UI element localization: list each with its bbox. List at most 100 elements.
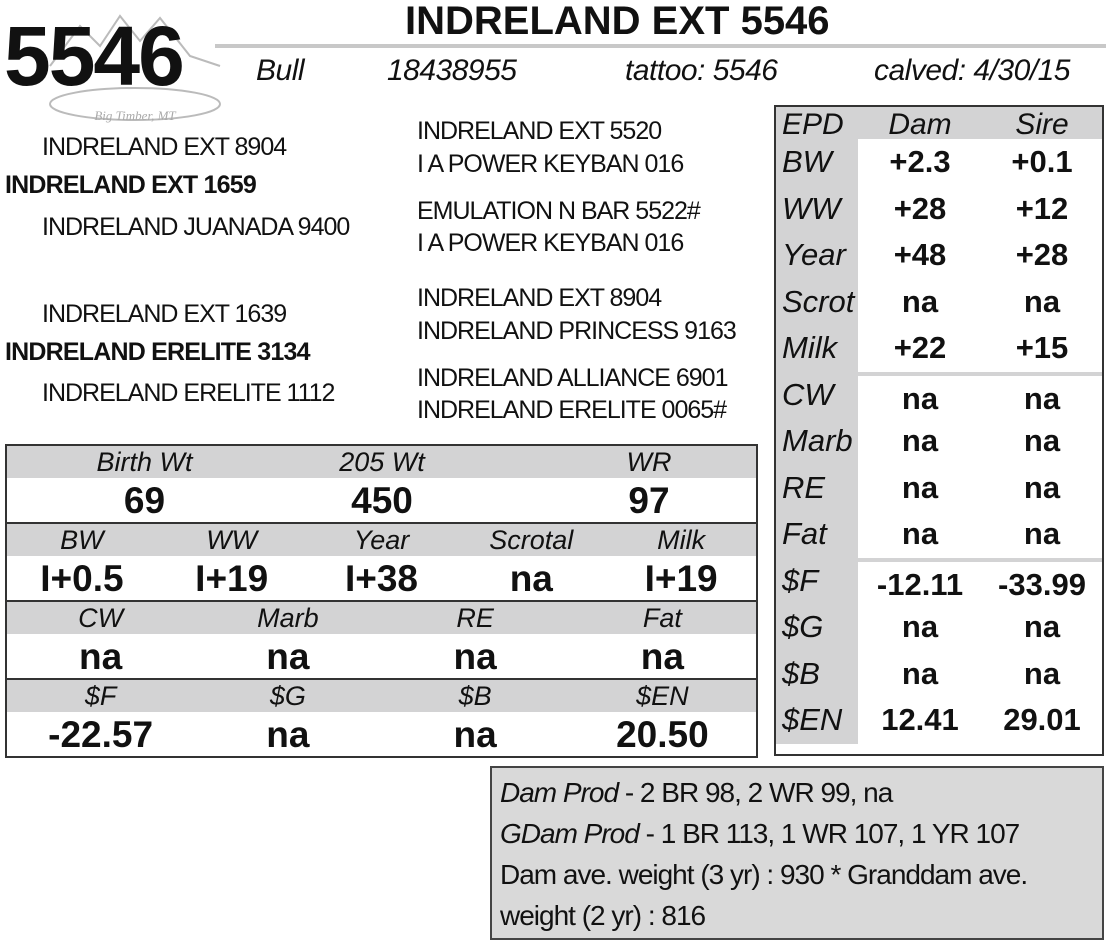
dam-epd: na xyxy=(901,423,939,458)
marb-value: na xyxy=(266,636,310,677)
sire-epd: na xyxy=(1023,516,1061,551)
animal-name: INDRELAND EXT 5546 xyxy=(405,0,830,43)
cw-value: na xyxy=(79,636,123,677)
tattoo: tattoo: 5546 xyxy=(625,54,778,87)
epd-row: $B na na xyxy=(776,650,1102,697)
header-fat: Fat xyxy=(642,603,682,633)
index-value-row: -22.57 na na 20.50 xyxy=(7,712,756,756)
dam-sire: INDRELAND EXT 1639 xyxy=(42,300,287,328)
sire-epd: na xyxy=(1023,655,1061,691)
dam-epd: 12.41 xyxy=(881,702,959,737)
weights-header-row: Birth Wt 205 Wt WR xyxy=(7,446,756,478)
dam-epd: na xyxy=(901,516,939,551)
sire-dam-dam: I A POWER KEYBAN 016 xyxy=(417,229,684,257)
sire-epd: +0.1 xyxy=(1011,144,1073,179)
epd-header-row: BW WW Year Scrotal Milk xyxy=(7,522,756,556)
parent-epd-table: EPD Dam Sire BW +2.3 +0.1 WW +28 +12 Year +48 +2… xyxy=(774,105,1104,756)
epd-row: BW +2.3 +0.1 xyxy=(776,139,1102,186)
epd-row: CW na na xyxy=(776,371,1102,422)
sire: INDRELAND EXT 1659 xyxy=(5,171,257,199)
index-header-row: $F $G $B $EN xyxy=(7,678,756,712)
sire-epd: na xyxy=(1023,423,1061,458)
header-milk: Milk xyxy=(657,525,706,555)
dam-production: Dam Prod - 2 BR 98, 2 WR 99, na xyxy=(500,772,1094,813)
sire-epd: +28 xyxy=(1015,237,1069,272)
epd-label: Milk xyxy=(776,325,858,372)
epd-table-header: EPD Dam Sire xyxy=(776,107,1102,143)
en-index-value: 20.50 xyxy=(616,714,709,755)
logo-text: Big Timber, MT xyxy=(94,108,176,123)
registration-number: 18438955 xyxy=(387,54,517,87)
header-b-index: $B xyxy=(458,681,492,711)
calved-date: calved: 4/30/15 xyxy=(874,54,1070,87)
dam-sire-dam: INDRELAND PRINCESS 9163 xyxy=(417,317,737,345)
epd-label: $F xyxy=(776,557,858,608)
epd-label: $B xyxy=(776,650,858,697)
weights-line-2: weight (2 yr) : 816 xyxy=(500,900,706,931)
sire-epd: na xyxy=(1023,469,1061,505)
granddam-production: GDam Prod - 1 BR 113, 1 WR 107, 1 YR 107 xyxy=(500,813,1094,854)
header-rule xyxy=(215,44,1106,48)
sire-sire-dam: I A POWER KEYBAN 016 xyxy=(417,150,684,178)
epd-row: Year +48 +28 xyxy=(776,232,1102,279)
epd-label: WW xyxy=(776,185,858,232)
header-re: RE xyxy=(456,603,494,633)
dam-epd: na xyxy=(901,609,939,644)
epd-label: Fat xyxy=(776,511,858,558)
lot-number: 5546 xyxy=(4,9,185,103)
sire-epd: na xyxy=(982,371,1102,423)
header-f-index: $F xyxy=(84,681,117,711)
wr-value: 97 xyxy=(628,480,670,521)
sire-epd: -33.99 xyxy=(982,557,1102,609)
fat-value: na xyxy=(640,636,684,677)
epd-row: RE na na xyxy=(776,464,1102,511)
gdam-prod-label: GDam Prod xyxy=(500,818,640,849)
sire-sire-sire: INDRELAND EXT 5520 xyxy=(417,117,662,145)
header-marb: Marb xyxy=(257,603,319,633)
dam-epd: na xyxy=(901,469,939,505)
sire-sire: INDRELAND EXT 8904 xyxy=(42,133,287,161)
dam-epd: +28 xyxy=(893,190,947,226)
dam-dam-sire: INDRELAND ALLIANCE 6901 xyxy=(417,364,728,392)
epd-label: Marb xyxy=(776,418,858,465)
epd-value-row: I+0.5 I+19 I+38 na I+19 xyxy=(7,556,756,600)
dam-dam-dam: INDRELAND ERELITE 0065# xyxy=(417,396,727,424)
epd-label: RE xyxy=(776,464,858,511)
header-year: Year xyxy=(353,525,410,555)
epd-label: $G xyxy=(776,604,858,651)
sex: Bull xyxy=(256,54,305,87)
sire-dam: INDRELAND JUANADA 9400 xyxy=(42,213,350,241)
carcass-value-row: na na na na xyxy=(7,634,756,678)
f-index-value: -22.57 xyxy=(48,714,154,755)
sire-dam-sire: EMULATION N BAR 5522# xyxy=(417,197,701,225)
epd-row: Scrot na na xyxy=(776,278,1102,325)
dam-epd: +48 xyxy=(893,237,947,272)
production-box: Dam Prod - 2 BR 98, 2 WR 99, na GDam Pro… xyxy=(490,766,1104,940)
year-epd: I+38 xyxy=(344,558,419,599)
header-205-wt: 205 Wt xyxy=(339,447,425,477)
205-wt-value: 450 xyxy=(351,480,413,521)
weights-line-1: Dam ave. weight (3 yr) : 930 * Granddam … xyxy=(500,859,1028,890)
epd-row: Marb na na xyxy=(776,418,1102,465)
dam-epd: na xyxy=(901,655,939,691)
header-ww: WW xyxy=(206,525,258,555)
epd-row: WW +28 +12 xyxy=(776,185,1102,232)
ranch-logo: Big Timber, MT xyxy=(49,14,221,123)
scrotal-epd: na xyxy=(509,558,553,599)
header-scrotal: Scrotal xyxy=(489,525,574,555)
sire-epd: +12 xyxy=(1015,190,1069,226)
dam-sire-sire: INDRELAND EXT 8904 xyxy=(417,284,662,312)
dam-epd: na xyxy=(901,283,939,319)
epd-rows: BW +2.3 +0.1 WW +28 +12 Year +48 +28 Scrot na na Mil… xyxy=(776,139,1102,744)
gdam-prod-value: - 1 BR 113, 1 WR 107, 1 YR 107 xyxy=(638,818,1021,849)
epd-column-header: EPD xyxy=(776,107,858,143)
header-g-index: $G xyxy=(269,681,306,711)
dam-epd: +22 xyxy=(893,330,947,365)
weights-value-row: 69 450 97 xyxy=(7,478,756,522)
ww-epd: I+19 xyxy=(195,558,269,599)
epd-row: $F -12.11 -33.99 xyxy=(776,557,1102,608)
header-cw: CW xyxy=(78,603,124,633)
dam-column-header: Dam xyxy=(888,108,952,141)
dam-epd: -12.11 xyxy=(858,557,982,609)
dam-dam: INDRELAND ERELITE 1112 xyxy=(42,379,335,407)
